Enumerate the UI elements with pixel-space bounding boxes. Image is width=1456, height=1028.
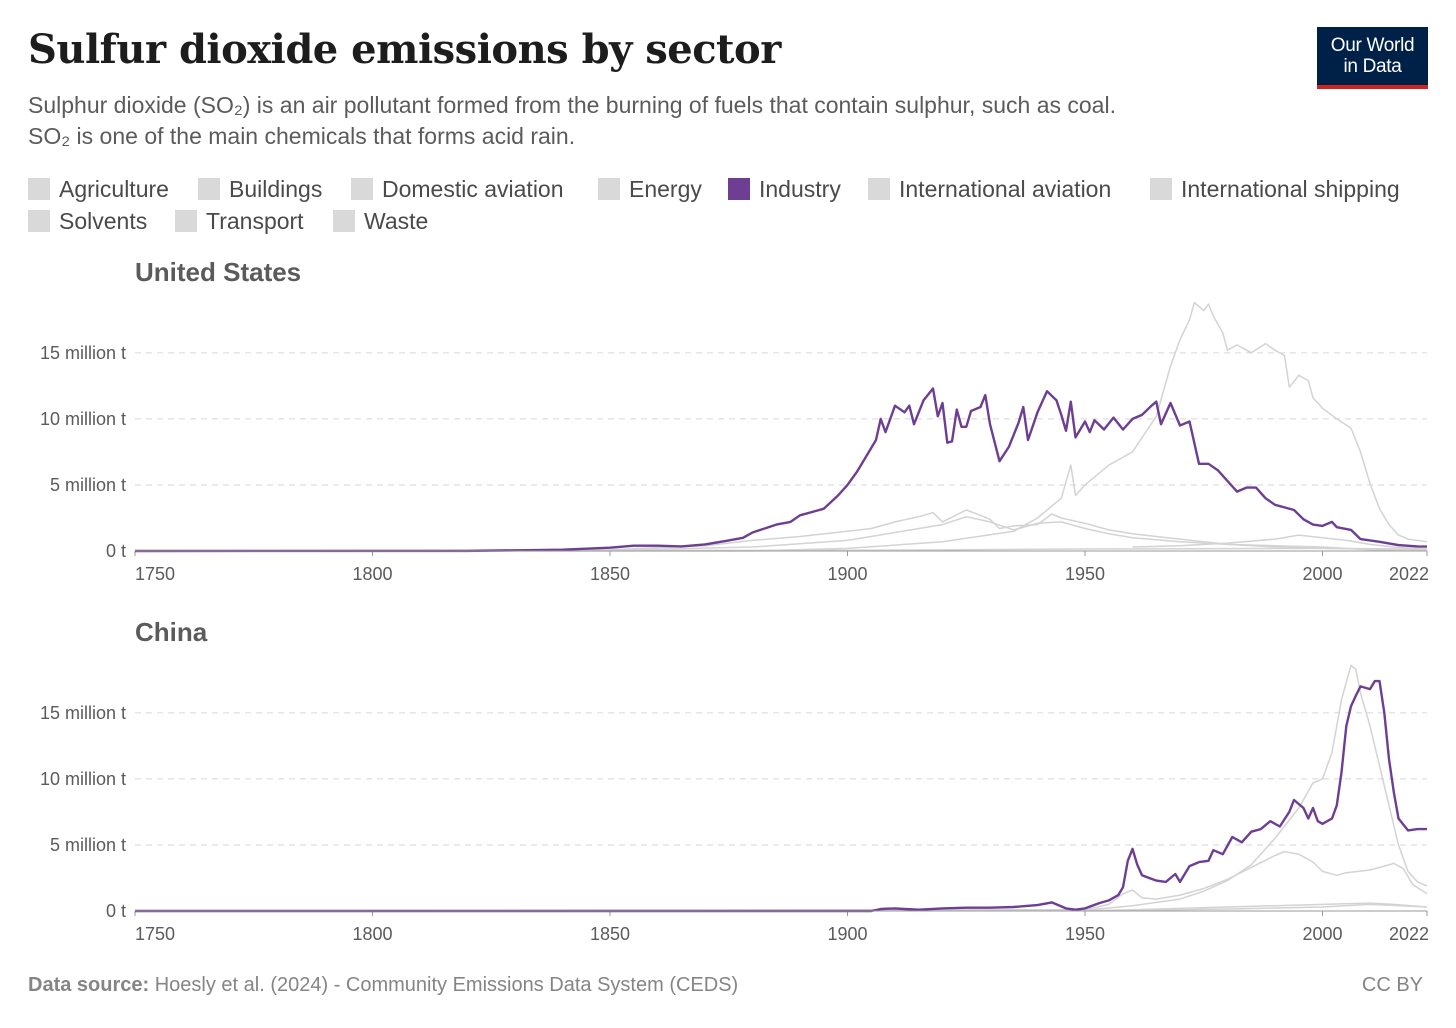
series-line-transport[interactable] <box>134 515 1428 552</box>
series-line-industry[interactable] <box>134 387 1428 553</box>
x-tick-label: 1900 <box>827 564 867 584</box>
chart-panel-china: China 0 t 5 million t 10 million t 15 millio… <box>40 617 1429 944</box>
legend-item-international-aviation[interactable]: International aviation <box>868 174 1111 204</box>
legend-item-waste[interactable]: Waste <box>333 206 428 236</box>
x-tick-label: 1950 <box>1065 924 1105 944</box>
legend-label: International shipping <box>1181 175 1400 202</box>
x-tick-label: 2022 <box>1389 924 1429 944</box>
legend-item-buildings[interactable]: Buildings <box>198 174 322 204</box>
legend-item-energy[interactable]: Energy <box>598 174 702 204</box>
data-source-label: Data source: <box>28 974 150 996</box>
data-source: Data source: Hoesly et al. (2024) - Comm… <box>28 974 738 997</box>
legend-swatch <box>728 178 750 200</box>
legend-swatch <box>598 178 620 200</box>
legend-label: Domestic aviation <box>382 175 564 202</box>
panel-title: China <box>135 617 208 647</box>
series-line-transport[interactable] <box>134 902 1428 912</box>
legend-label: Energy <box>629 175 702 202</box>
legend-swatch <box>28 178 50 200</box>
series-line-international-shipping[interactable] <box>1132 903 1428 912</box>
x-tick-label: 1800 <box>352 924 392 944</box>
legend-item-international-shipping[interactable]: International shipping <box>1150 174 1400 204</box>
legend-swatch <box>198 178 220 200</box>
y-tick-label: 15 million t <box>40 343 126 363</box>
x-tick-label: 1950 <box>1065 564 1105 584</box>
legend-label: Waste <box>364 207 429 234</box>
legend-swatch <box>333 210 355 232</box>
legend-swatch <box>28 210 50 232</box>
logo-line-1: Our World <box>1330 35 1415 56</box>
legend-label: Agriculture <box>59 175 169 202</box>
x-tick-label: 1800 <box>352 564 392 584</box>
license-link[interactable]: CC BY <box>1361 974 1423 996</box>
x-tick-label: 1850 <box>590 924 630 944</box>
legend-item-domestic-aviation[interactable]: Domestic aviation <box>351 174 564 204</box>
y-tick-label: 0 t <box>106 541 126 561</box>
subtitle-line-2: SO₂ is one of the main chemicals that fo… <box>28 123 576 149</box>
chart-title: Sulfur dioxide emissions by sector <box>28 26 781 73</box>
x-tick-label: 1850 <box>590 564 630 584</box>
x-tick-label: 1750 <box>135 564 175 584</box>
legend-swatch <box>1150 178 1172 200</box>
legend-item-industry[interactable]: Industry <box>728 174 841 204</box>
series-line-industry[interactable] <box>135 679 1427 913</box>
owid-logo[interactable]: Our World in Data <box>1317 27 1428 89</box>
x-tick-label: 2000 <box>1302 564 1342 584</box>
legend-label: Buildings <box>229 175 323 202</box>
series-line-energy[interactable] <box>134 664 1428 912</box>
panel-title: United States <box>135 257 301 287</box>
chart-subtitle: Sulphur dioxide (SO₂) is an air pollutan… <box>28 90 1288 152</box>
legend-item-solvents[interactable]: Solvents <box>28 206 147 236</box>
legend-label: Industry <box>759 175 841 202</box>
chart-area: United States 0 t 5 million t 10 million t 1… <box>40 257 1429 944</box>
y-tick-label: 5 million t <box>50 475 126 495</box>
logo-line-2: in Data <box>1343 56 1402 77</box>
legend-swatch <box>175 210 197 232</box>
data-source-text: Hoesly et al. (2024) - Community Emissio… <box>149 974 739 996</box>
legend-label: Solvents <box>59 207 148 234</box>
y-tick-label: 15 million t <box>40 703 126 723</box>
chart-panel-united-states: United States 0 t 5 million t 10 million t 1… <box>40 257 1429 584</box>
y-tick-label: 10 million t <box>40 409 126 429</box>
series-line-international-shipping[interactable] <box>1132 534 1428 550</box>
legend-item-agriculture[interactable]: Agriculture <box>28 174 169 204</box>
x-tick-label: 1750 <box>135 924 175 944</box>
x-tick-label: 2022 <box>1389 564 1429 584</box>
y-tick-label: 10 million t <box>40 769 126 789</box>
subtitle-line-1: Sulphur dioxide (SO₂) is an air pollutan… <box>28 92 1116 118</box>
x-tick-label: 2000 <box>1302 924 1342 944</box>
series-line-energy[interactable] <box>134 301 1428 552</box>
x-tick-label: 1900 <box>827 924 867 944</box>
legend-label: International aviation <box>899 175 1112 202</box>
legend-swatch <box>351 178 373 200</box>
legend-item-transport[interactable]: Transport <box>175 206 304 236</box>
legend-swatch <box>868 178 890 200</box>
y-tick-label: 0 t <box>106 901 126 921</box>
legend-label: Transport <box>206 207 304 234</box>
y-tick-label: 5 million t <box>50 835 126 855</box>
series-line-buildings[interactable] <box>134 850 1428 912</box>
